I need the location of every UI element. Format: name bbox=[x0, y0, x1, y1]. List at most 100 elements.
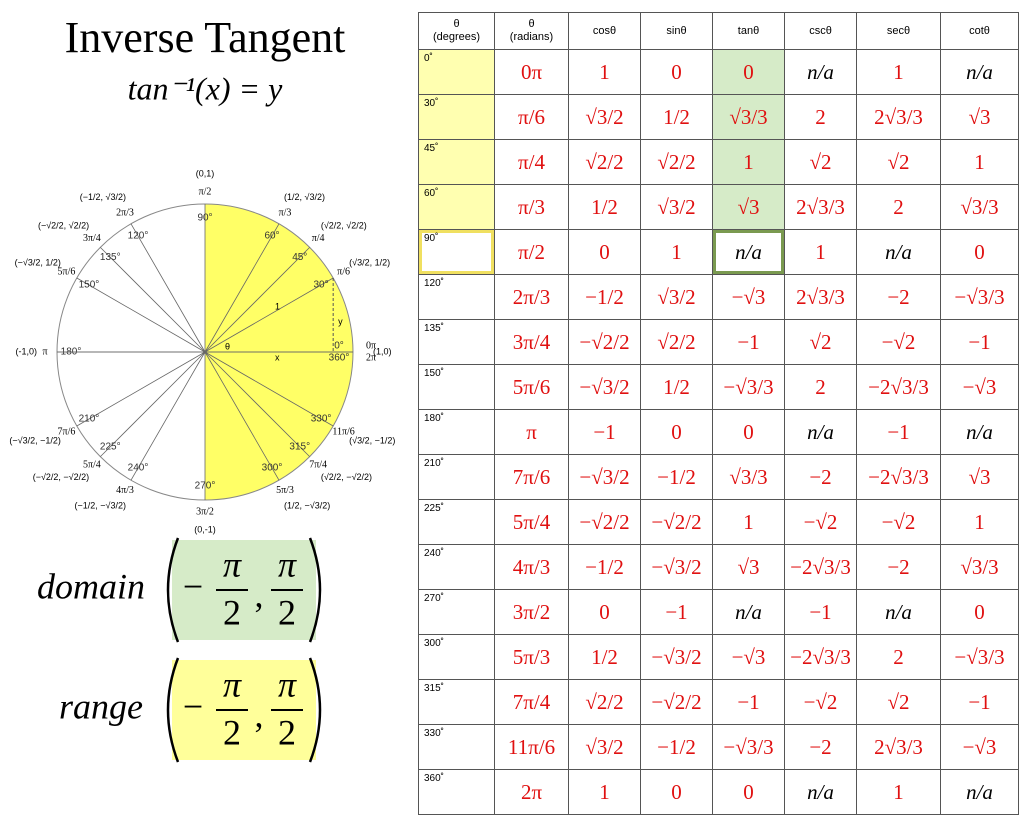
coordinate-label: (−1/2, √3/2) bbox=[80, 192, 126, 202]
table-cell: 300˚ bbox=[418, 634, 495, 680]
radian-label: 7π/4 bbox=[309, 459, 327, 470]
table-cell: −2√3/3 bbox=[784, 634, 857, 680]
degree-label: 330° bbox=[311, 414, 332, 425]
header-cell: θ (radians) bbox=[494, 12, 569, 50]
table-row: 225˚ 5π/4 −√2/2 −√2/2 1 −√2 −√2 1 bbox=[418, 499, 1019, 545]
table-cell: 1 bbox=[568, 49, 641, 95]
table-row: 150˚ 5π/6 −√3/2 1/2 −√3/3 2 −2√3/3 −√3 bbox=[418, 364, 1019, 410]
table-row: 330˚ 11π/6 √3/2 −1/2 −√3/3 −2 2√3/3 −√3 bbox=[418, 724, 1019, 770]
table-cell: √2/2 bbox=[568, 679, 641, 725]
header-cell: secθ bbox=[856, 12, 941, 50]
domain-sign: − bbox=[183, 566, 203, 606]
header-cell: cscθ bbox=[784, 12, 857, 50]
range-numerator: π bbox=[278, 664, 297, 704]
table-cell: 0 bbox=[640, 49, 713, 95]
radian-label: π/2 bbox=[199, 186, 212, 197]
radian-label: 3π/4 bbox=[83, 233, 101, 244]
degree-label: 210° bbox=[79, 414, 100, 425]
range-numerator: π bbox=[223, 664, 242, 704]
radius bbox=[204, 247, 310, 353]
domain-denominator: 2 bbox=[223, 592, 241, 632]
table-cell: 360˚ bbox=[418, 769, 495, 815]
hypotenuse-label: 1 bbox=[275, 301, 280, 311]
table-cell: 2π/3 bbox=[494, 274, 569, 320]
slide: Inverse Tangent tan⁻¹(x) = y 0° 0π (1,0) 30… bbox=[9, 12, 1019, 815]
domain-numerator: π bbox=[223, 544, 242, 584]
degree-label: 300° bbox=[262, 463, 283, 474]
radius bbox=[130, 351, 206, 481]
table-cell: −2 bbox=[784, 454, 857, 500]
range-sign: − bbox=[183, 686, 203, 726]
table-cell: √3/3 bbox=[712, 454, 785, 500]
table-row: 90˚ π/2 0 1 n/a 1 n/a 0 bbox=[418, 229, 1019, 275]
radian-label: 4π/3 bbox=[116, 485, 134, 496]
table-cell: 0π bbox=[494, 49, 569, 95]
table-cell: √3 bbox=[712, 184, 785, 230]
table-row: 120˚ 2π/3 −1/2 √3/2 −√3 2√3/3 −2 −√3/3 bbox=[418, 274, 1019, 320]
radian-label: 11π/6 bbox=[332, 426, 354, 437]
table-cell: √3/2 bbox=[640, 274, 713, 320]
table-cell: 2π bbox=[494, 769, 569, 815]
table-cell: −√3 bbox=[712, 274, 785, 320]
table-cell: −√2/2 bbox=[568, 499, 641, 545]
header-line: θ bbox=[528, 18, 535, 30]
radian-label: 5π/4 bbox=[83, 459, 101, 470]
table-cell: √3/3 bbox=[940, 544, 1019, 590]
right-paren bbox=[308, 537, 322, 643]
table-cell: −√3/3 bbox=[940, 274, 1019, 320]
table-row: 45˚ π/4 √2/2 √2/2 1 √2 √2 1 bbox=[418, 139, 1019, 185]
table-cell: √2 bbox=[856, 139, 941, 185]
table-row: 270˚ 3π/2 0 −1 n/a −1 n/a 0 bbox=[418, 589, 1019, 635]
table-cell: −√3/2 bbox=[568, 364, 641, 410]
table-cell: 3π/4 bbox=[494, 319, 569, 365]
table-cell: 330˚ bbox=[418, 724, 495, 770]
radius bbox=[76, 277, 206, 353]
table-cell: −2√3/3 bbox=[856, 364, 941, 410]
table-cell: 0 bbox=[712, 49, 785, 95]
table-cell: −√3/3 bbox=[712, 364, 785, 410]
table-cell: π/6 bbox=[494, 94, 569, 140]
table-cell: −1 bbox=[856, 409, 941, 455]
table-cell: 7π/4 bbox=[494, 679, 569, 725]
table-cell: −1/2 bbox=[568, 544, 641, 590]
table-cell: √3 bbox=[940, 454, 1019, 500]
coordinate-label: (1,0) bbox=[373, 346, 392, 356]
table-cell: −1 bbox=[784, 589, 857, 635]
table-cell: −2 bbox=[784, 724, 857, 770]
table-cell: 1 bbox=[568, 769, 641, 815]
degree-label: 270° bbox=[195, 481, 216, 492]
table-cell: 1 bbox=[784, 229, 857, 275]
table-cell: 0 bbox=[568, 229, 641, 275]
header-line: θ bbox=[453, 18, 460, 30]
table-row: 210˚ 7π/6 −√3/2 −1/2 √3/3 −2 −2√3/3 √3 bbox=[418, 454, 1019, 500]
header-line: (degrees) bbox=[432, 31, 481, 43]
degree-label: 240° bbox=[128, 463, 149, 474]
table-cell: n/a bbox=[940, 49, 1019, 95]
table-cell: 1 bbox=[856, 769, 941, 815]
coordinate-label: (√2/2, −√2/2) bbox=[321, 472, 372, 482]
table-cell: √2/2 bbox=[568, 139, 641, 185]
table-cell: 225˚ bbox=[418, 499, 495, 545]
table-cell: √2/2 bbox=[640, 139, 713, 185]
coordinate-label: (1/2, √3/2) bbox=[284, 192, 325, 202]
radian-label: 5π/6 bbox=[58, 266, 76, 277]
table-cell: −1 bbox=[568, 409, 641, 455]
table-cell: −√2 bbox=[856, 499, 941, 545]
table-cell: −√2 bbox=[856, 319, 941, 365]
table-cell: √2 bbox=[856, 679, 941, 725]
domain-label: domain bbox=[37, 566, 145, 606]
table-cell: 180˚ bbox=[418, 409, 495, 455]
table-cell: −2 bbox=[856, 274, 941, 320]
table-row: 30˚ π/6 √3/2 1/2 √3/3 2 2√3/3 √3 bbox=[418, 94, 1019, 140]
radius bbox=[130, 223, 206, 353]
table-cell: −1 bbox=[712, 679, 785, 725]
radian-label: 2π/3 bbox=[116, 208, 134, 219]
table-cell: 60˚ bbox=[418, 184, 495, 230]
coordinate-label: (−√2/2, √2/2) bbox=[38, 221, 89, 231]
table-cell: −√3/2 bbox=[640, 634, 713, 680]
table-cell: π/3 bbox=[494, 184, 569, 230]
table-cell: 2 bbox=[784, 94, 857, 140]
table-cell: −1/2 bbox=[640, 454, 713, 500]
table-cell: 0 bbox=[568, 589, 641, 635]
table-cell: −√3/2 bbox=[568, 454, 641, 500]
